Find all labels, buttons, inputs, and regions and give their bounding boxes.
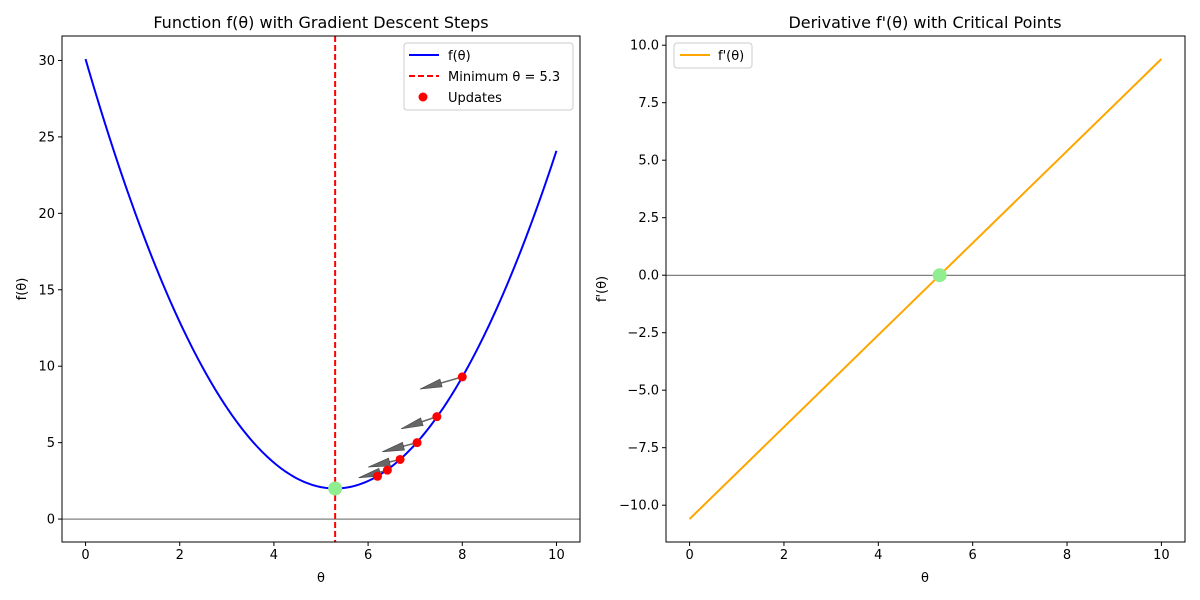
x-tick-label: 8 — [1063, 548, 1071, 563]
y-tick-label: −10.0 — [619, 499, 659, 514]
arrow-head — [419, 378, 443, 390]
x-tick-label: 2 — [780, 548, 788, 563]
x-tick-label: 6 — [969, 548, 977, 563]
update-point — [395, 454, 405, 464]
plot-area — [666, 58, 1185, 520]
minimum-marker — [328, 481, 343, 496]
update-point — [432, 412, 442, 422]
arrow-head — [367, 457, 391, 468]
x-tick-label: 8 — [458, 548, 466, 563]
y-tick-label: 2.5 — [638, 211, 659, 226]
update-point — [382, 465, 392, 475]
x-tick-label: 4 — [874, 548, 882, 563]
y-tick-label: 5.0 — [638, 154, 659, 169]
plot-frame — [61, 35, 581, 543]
y-axis-label: f'(θ) — [595, 276, 610, 302]
legend-swatch-updates — [418, 92, 428, 102]
legend-label-derivative: f'(θ) — [718, 49, 744, 64]
x-tick-label: 0 — [81, 548, 89, 563]
y-tick-label: 0 — [47, 513, 55, 528]
x-axis-label: θ — [921, 571, 929, 586]
chart-title: Derivative f'(θ) with Critical Points — [788, 13, 1061, 32]
x-tick-label: 10 — [548, 548, 565, 563]
y-tick-label: 5 — [47, 436, 55, 451]
legend-label-function: f(θ) — [448, 49, 471, 64]
plot-area — [62, 36, 580, 542]
y-axis-label: f(θ) — [15, 278, 30, 301]
x-tick-label: 10 — [1153, 548, 1170, 563]
x-tick-label: 6 — [364, 548, 372, 563]
y-tick-label: 20 — [38, 207, 55, 222]
y-tick-label: 30 — [38, 54, 55, 69]
legend-label-minimum: Minimum θ = 5.3 — [448, 70, 560, 85]
update-point — [373, 471, 383, 481]
x-axis-ticks: 0 2 4 6 8 10 — [81, 542, 565, 563]
y-axis-ticks: −10.0 −7.5 −5.0 −2.5 0.0 2.5 5.0 7.5 10.0 — [619, 39, 666, 514]
y-tick-label: 7.5 — [638, 96, 659, 111]
y-tick-label: −2.5 — [627, 326, 659, 341]
legend-box — [673, 42, 753, 69]
y-tick-label: 15 — [38, 283, 55, 298]
x-axis-label: θ — [317, 571, 325, 586]
function-chart: Function f(θ) with Gradient Descent Step… — [15, 13, 581, 586]
x-tick-label: 4 — [270, 548, 278, 563]
plot-frame — [665, 35, 1186, 543]
gradient-arrow — [400, 415, 438, 430]
x-tick-label: 0 — [685, 548, 693, 563]
y-tick-label: 0.0 — [638, 269, 659, 284]
critical-point-marker — [932, 268, 947, 283]
derivative-chart: Derivative f'(θ) with Critical Points 0 2… — [595, 13, 1186, 586]
y-tick-label: 25 — [38, 130, 55, 145]
arrow-head — [382, 441, 405, 453]
arrow-head — [400, 417, 424, 430]
legend: f(θ) Minimum θ = 5.3 Updates — [403, 42, 574, 111]
derivative-line — [688, 58, 1163, 520]
y-tick-label: −7.5 — [627, 441, 659, 456]
x-axis-ticks: 0 2 4 6 8 10 — [685, 542, 1170, 563]
chart-title: Function f(θ) with Gradient Descent Step… — [153, 13, 488, 32]
update-point — [412, 438, 422, 448]
x-tick-label: 2 — [176, 548, 184, 563]
legend-box — [403, 42, 574, 111]
legend-label-updates: Updates — [448, 91, 502, 106]
function-curve — [84, 58, 558, 490]
y-tick-label: 10.0 — [630, 39, 659, 54]
y-tick-label: −5.0 — [627, 384, 659, 399]
y-axis-ticks: 0 5 10 15 20 25 30 — [38, 54, 62, 528]
legend: f'(θ) — [673, 42, 753, 69]
y-tick-label: 10 — [38, 360, 55, 375]
update-point — [457, 372, 467, 382]
